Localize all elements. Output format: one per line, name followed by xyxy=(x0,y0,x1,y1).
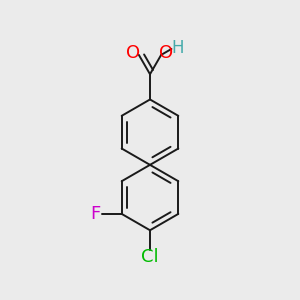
Text: O: O xyxy=(126,44,141,62)
Text: Cl: Cl xyxy=(141,248,159,266)
Text: F: F xyxy=(91,205,101,223)
Text: H: H xyxy=(172,39,184,57)
Text: O: O xyxy=(159,44,174,62)
